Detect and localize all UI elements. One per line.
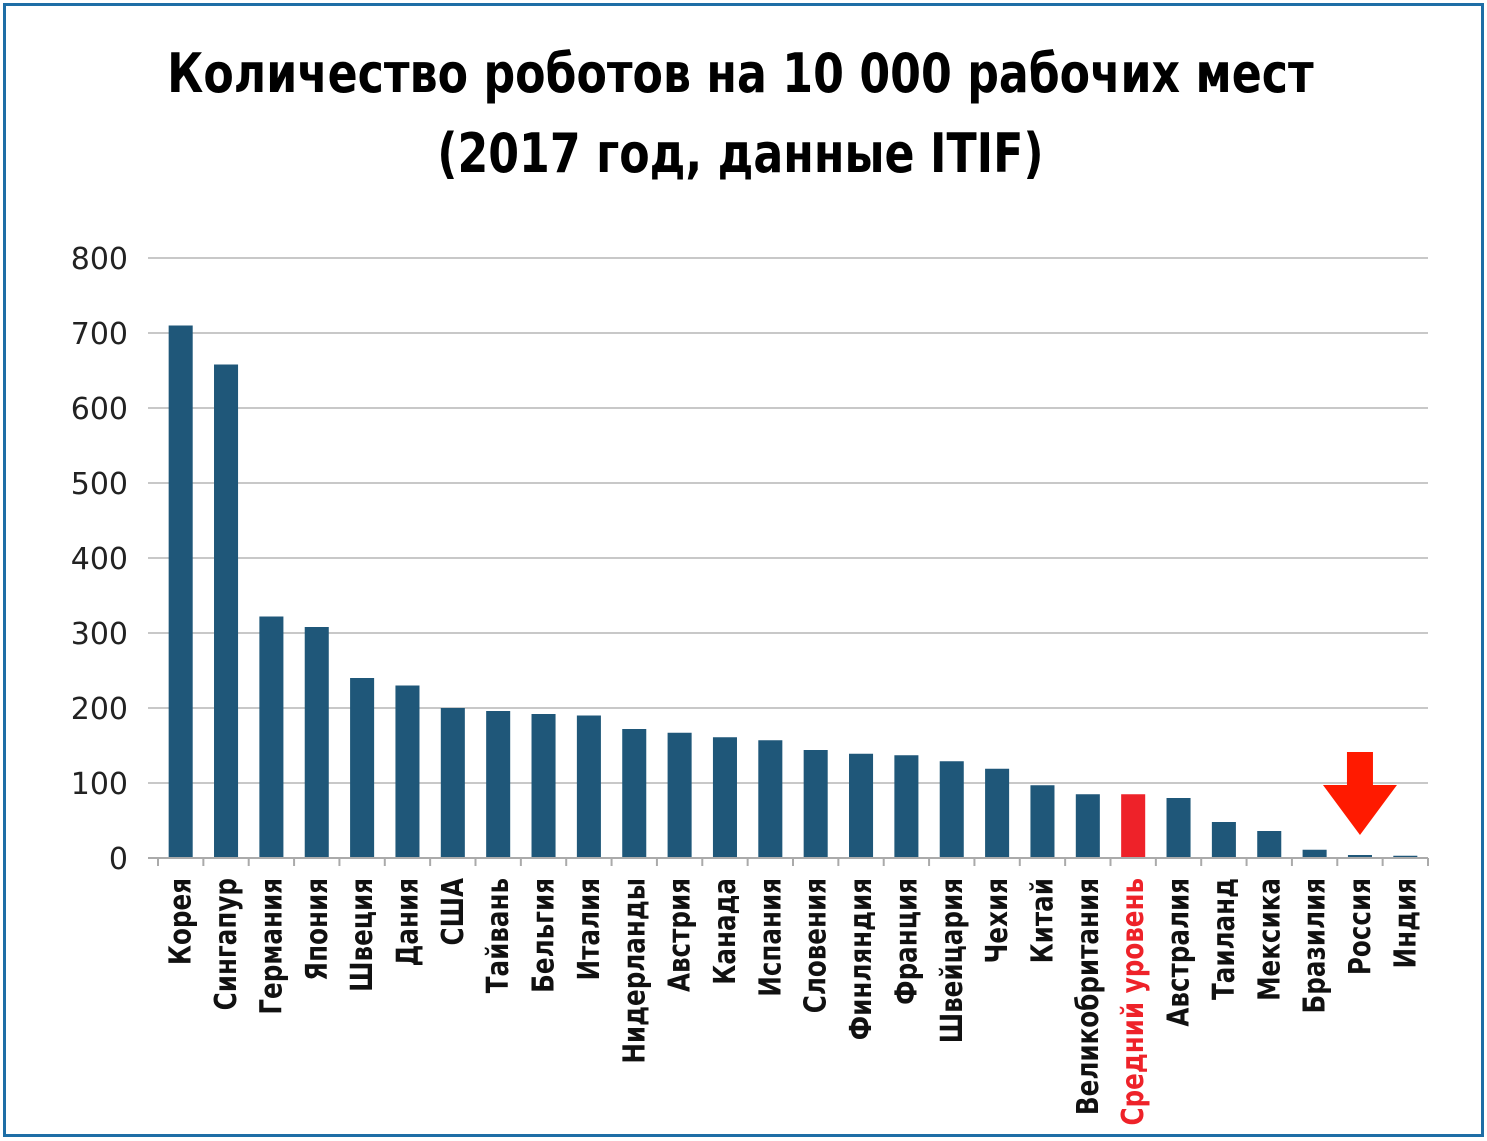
x-tick-label: Великобритания [1072, 878, 1106, 1115]
x-tick-label: Китай [1026, 878, 1060, 963]
bar [350, 678, 375, 858]
x-tick-label: Словения [799, 878, 833, 1013]
gridlines [148, 257, 1428, 784]
x-tick-label: Сингапур [210, 878, 244, 1010]
bar [168, 325, 193, 858]
x-tick-label: Дания [391, 878, 425, 967]
bar [576, 715, 601, 858]
chart-frame [3, 3, 1484, 1137]
y-tick-label: 100 [71, 767, 128, 802]
x-axis [148, 857, 1429, 866]
bar [395, 685, 420, 858]
bar [1393, 855, 1418, 858]
x-tick-label: Япония [301, 878, 335, 981]
y-tick-label: 600 [71, 392, 128, 427]
chart-title-line-2: (2017 год, данные ITIF) [437, 122, 1044, 185]
chart-title: Количество роботов на 10 000 рабочих мес… [133, 34, 1347, 194]
x-tick-label: Франция [890, 878, 924, 1005]
bar [758, 740, 783, 858]
y-tick-label: 700 [71, 317, 128, 352]
y-axis: 0 100 200 300 400 500 600 700 800 [71, 242, 128, 877]
bar [667, 732, 692, 858]
bar [622, 729, 647, 858]
bar [803, 750, 828, 858]
y-tick-label: 200 [71, 692, 128, 727]
x-tick-label: США [437, 877, 471, 945]
x-tick-label: Италия [573, 878, 607, 980]
y-tick-label: 800 [71, 242, 128, 277]
x-tick-label: Мексика [1253, 878, 1287, 1001]
x-tick-label: Корея [164, 878, 198, 965]
bar [304, 627, 329, 858]
bar [1257, 831, 1282, 858]
x-tick-label: Канада [709, 878, 743, 985]
x-tick-label: Швеция [346, 878, 380, 992]
bar [1166, 798, 1191, 858]
x-tick-label: Тайвань [482, 878, 516, 993]
x-tick-label: Испания [754, 878, 788, 997]
bar [259, 616, 284, 858]
bar [712, 737, 737, 858]
x-tick-label: Финляндия [845, 878, 879, 1040]
x-tick-label: Средний уровень [1117, 878, 1151, 1125]
x-tick-label: Бразилия [1298, 878, 1332, 1013]
x-tick-label: Австралия [1162, 878, 1196, 1027]
bar [985, 768, 1010, 858]
x-tick-label: Таиланд [1208, 878, 1242, 1000]
x-tick-labels: Корея Сингапур Германия Япония Швеция Дания СШ… [164, 877, 1423, 1125]
x-tick-label: Нидерланды [618, 878, 652, 1064]
bar [531, 714, 556, 858]
bars [168, 325, 1418, 858]
bar [939, 761, 964, 858]
bar [214, 364, 239, 858]
bar [849, 753, 874, 858]
bar [894, 755, 919, 858]
x-tick-label: Чехия [981, 878, 1015, 963]
bar [1211, 822, 1236, 858]
x-tick-label: Швейцария [936, 878, 970, 1043]
bar [1075, 794, 1100, 858]
arrow-shape [1322, 752, 1397, 835]
bar [486, 711, 511, 858]
chart-title-line-1: Количество роботов на 10 000 рабочих мес… [167, 42, 1314, 105]
y-tick-label: 0 [109, 842, 128, 877]
arrow-down-icon [1322, 752, 1397, 835]
bar [1030, 785, 1055, 858]
bar [1302, 849, 1327, 858]
x-tick-label: Индия [1389, 878, 1423, 968]
x-tick-label: Австрия [663, 878, 697, 992]
bar [440, 708, 465, 858]
x-tick-label: Германия [255, 878, 289, 1015]
bar-average [1121, 794, 1146, 858]
y-tick-label: 300 [71, 617, 128, 652]
x-tick-label: Россия [1344, 878, 1378, 975]
bar [1347, 855, 1372, 858]
y-tick-label: 400 [71, 542, 128, 577]
x-tick-label: Бельгия [527, 878, 561, 993]
y-tick-label: 500 [71, 467, 128, 502]
